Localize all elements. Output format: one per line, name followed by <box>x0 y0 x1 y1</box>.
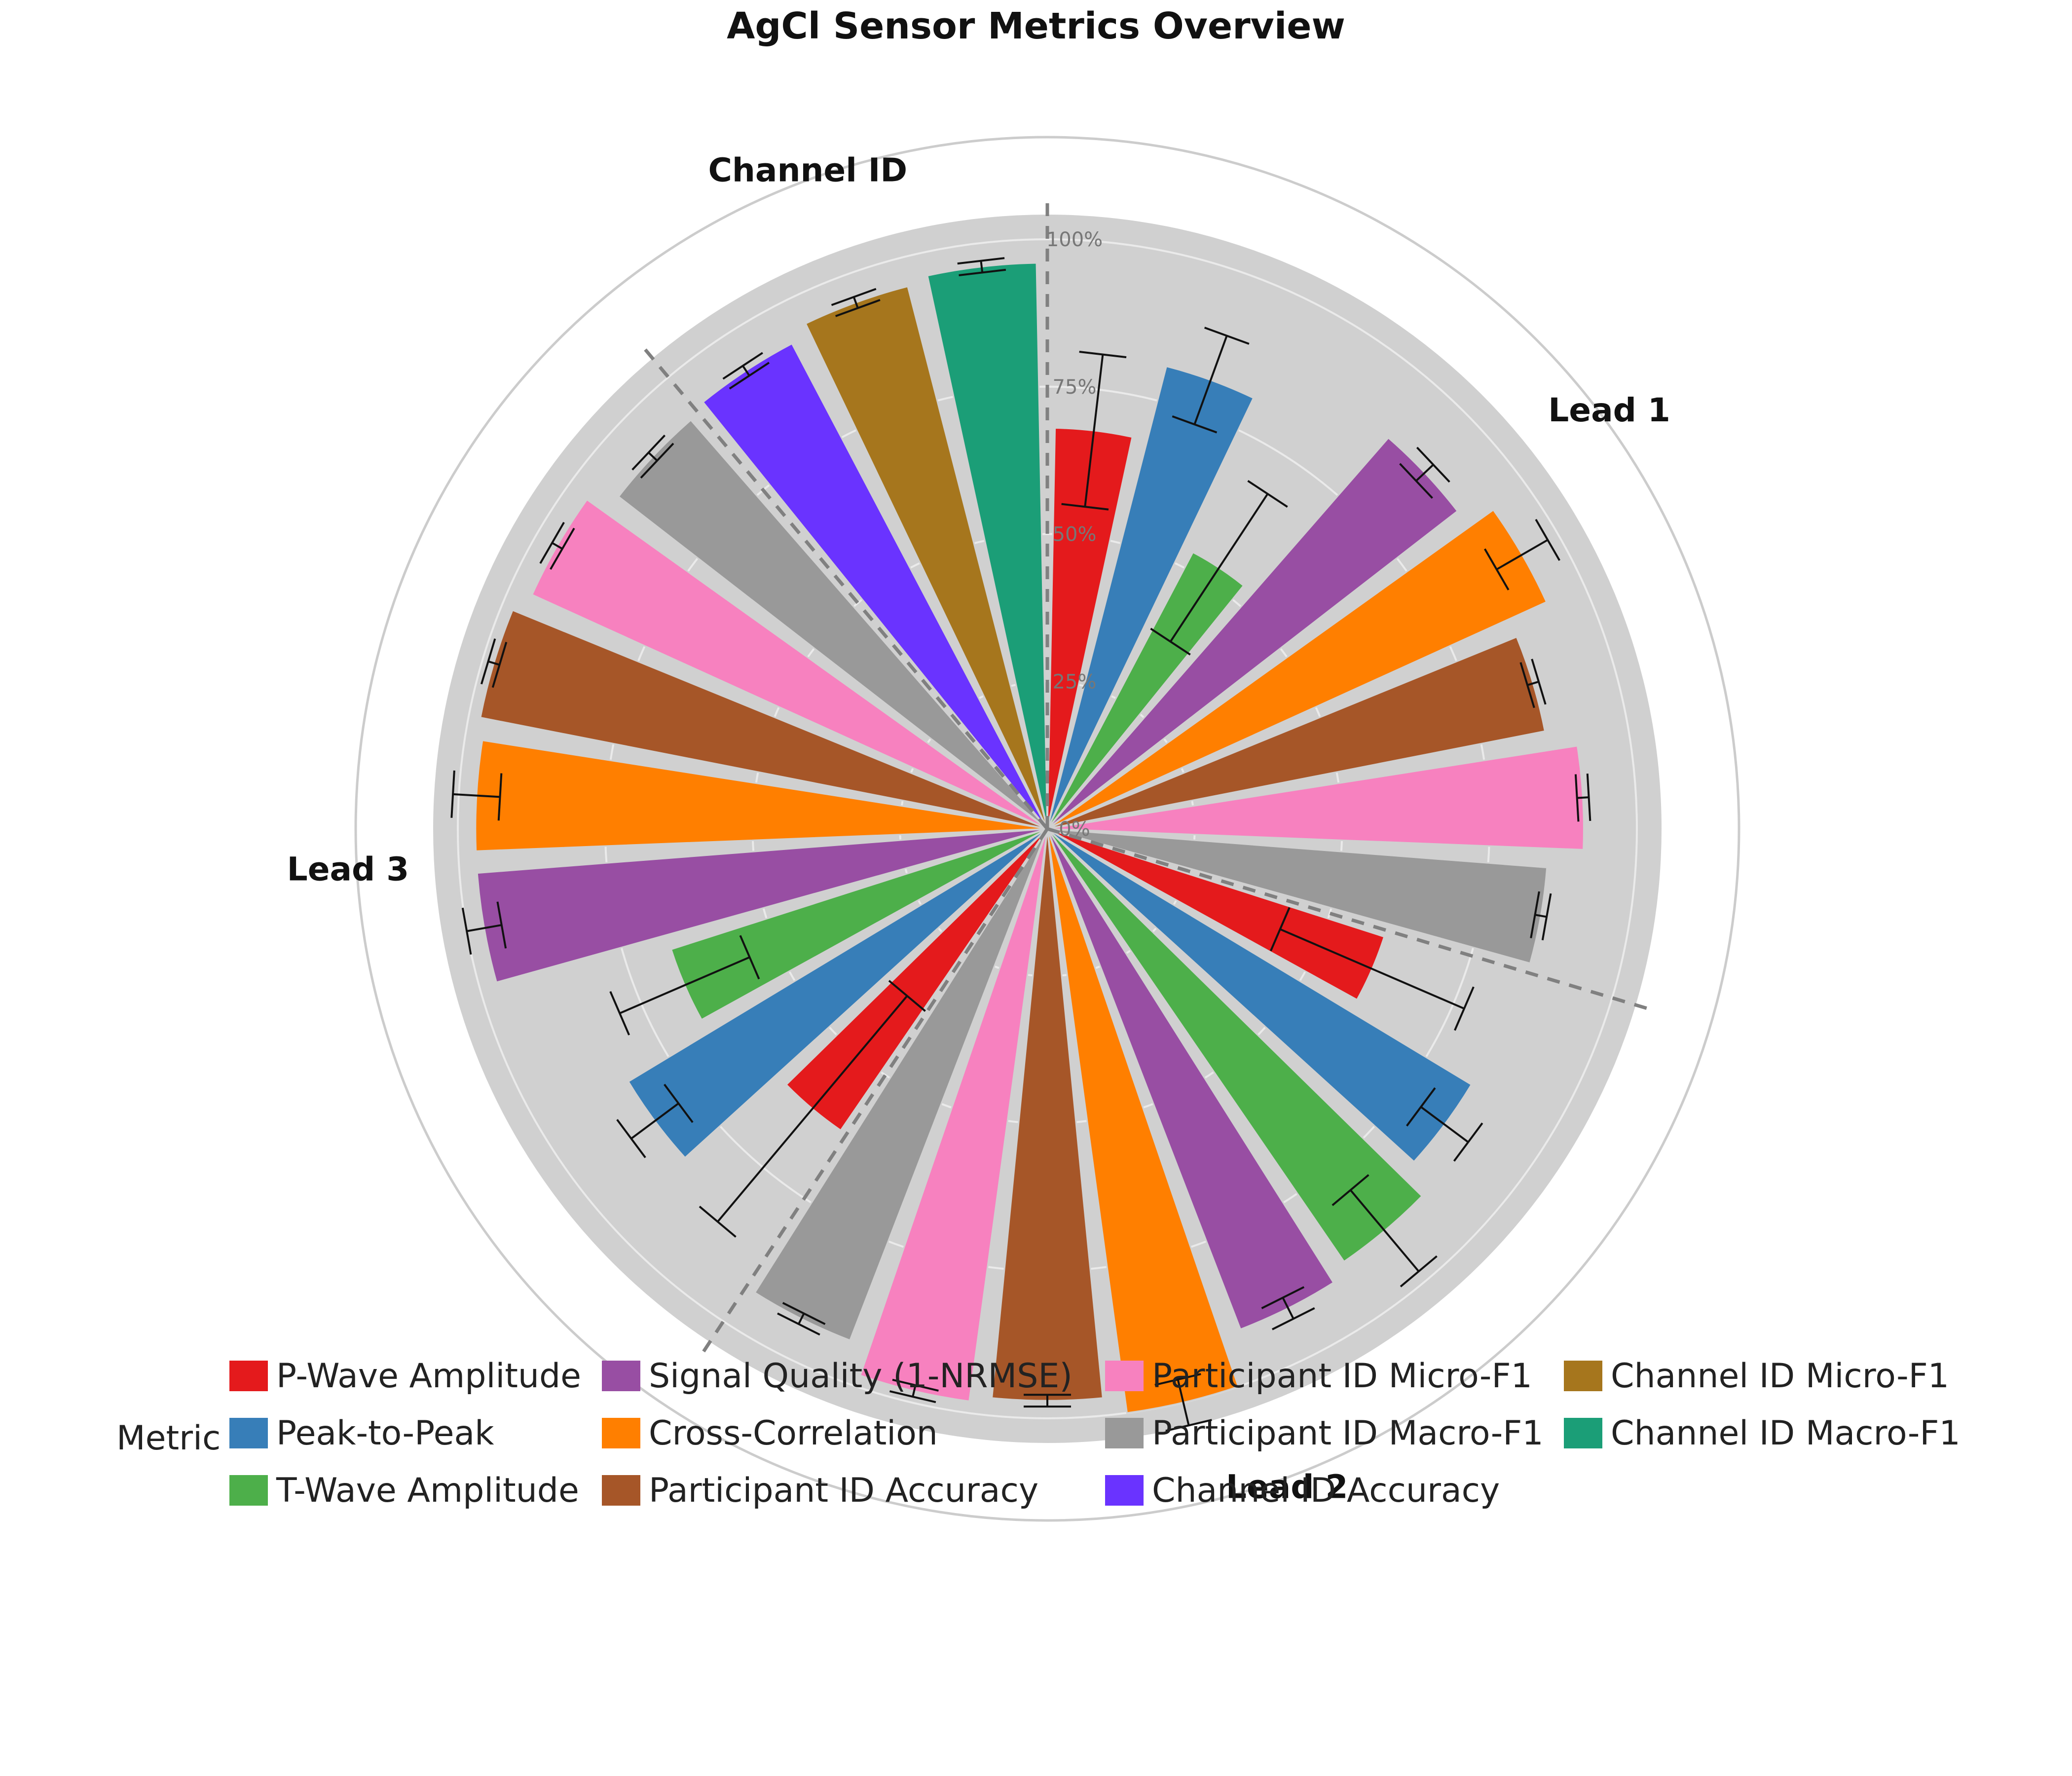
legend-item-participant-id-micro-f1: Participant ID Micro-F1 <box>1105 1357 1532 1396</box>
error-bar-lead-2-participant-id-macro-f1 <box>777 1302 826 1336</box>
error-bar-lead-1-peak-to-peak <box>1172 327 1250 434</box>
error-bar-lead-1-participant-id-macro-f1 <box>1530 891 1552 941</box>
radial-tick-1: 25% <box>1053 670 1097 693</box>
legend-item-participant-id-accuracy: Participant ID Accuracy <box>602 1471 1038 1510</box>
radial-tick-2: 50% <box>1053 523 1097 546</box>
error-bar-lead-3-signal-quality-1-nrmse <box>461 901 507 955</box>
legend-label: Channel ID Accuracy <box>1152 1471 1500 1510</box>
legend-swatch <box>229 1475 268 1506</box>
error-bar-lead-3-peak-to-peak <box>616 1083 694 1158</box>
legend: Metric P-Wave Amplitude Peak-to-Peak T-Wav… <box>116 1357 1961 1510</box>
group-label-lead-2: Lead 2 <box>1226 1468 1348 1506</box>
error-bar-lead-2-p-wave-amplitude <box>1269 907 1475 1031</box>
legend-swatch <box>602 1475 640 1506</box>
error-bar-lead-1-p-wave-amplitude <box>1061 351 1127 511</box>
legend-item-channel-id-accuracy: Channel ID Accuracy <box>1105 1471 1500 1510</box>
error-bar-lead-2-peak-to-peak <box>1406 1087 1483 1162</box>
radial-tick-3: 75% <box>1053 376 1097 399</box>
legend-swatch <box>602 1418 640 1448</box>
error-bar-lead-3-t-wave-amplitude <box>609 935 760 1036</box>
legend-label: T-Wave Amplitude <box>276 1471 579 1510</box>
legend-item-channel-id-micro-f1: Channel ID Micro-F1 <box>1564 1357 1949 1396</box>
error-bar-lead-1-signal-quality-1-nrmse <box>1399 446 1450 499</box>
legend-item-signal-quality-1-nrmse: Signal Quality (1-NRMSE) <box>602 1357 1073 1396</box>
error-bar-lead-3-p-wave-amplitude <box>699 980 926 1238</box>
error-bar-lead-2-participant-id-accuracy <box>1024 1394 1071 1408</box>
radial-tick-4: 100% <box>1046 228 1103 251</box>
legend-item-p-wave-amplitude: P-Wave Amplitude <box>229 1357 581 1396</box>
legend-label: Channel ID Macro-F1 <box>1611 1414 1961 1453</box>
legend-swatch <box>1564 1361 1602 1391</box>
group-labels: Lead 1 Lead 2 Lead 3 Channel ID <box>287 151 1670 1506</box>
legend-swatch <box>229 1361 268 1391</box>
divider-channel-id <box>641 346 1049 830</box>
error-bar-lead-2-participant-id-micro-f1 <box>889 1378 939 1404</box>
legend-item-peak-to-peak: Peak-to-Peak <box>229 1414 494 1453</box>
legend-item-participant-id-macro-f1: Participant ID Macro-F1 <box>1105 1414 1544 1453</box>
error-bar-lead-3-cross-correlation <box>450 770 503 821</box>
legend-label: Participant ID Micro-F1 <box>1152 1357 1532 1396</box>
error-bar-channel-id-channel-id-micro-f1 <box>831 288 881 317</box>
error-bar-lead-2-signal-quality-1-nrmse <box>1261 1286 1315 1331</box>
error-bar-lead-1-cross-correlation <box>1483 518 1560 591</box>
radial-tick-0: 0% <box>1059 818 1090 841</box>
error-bar-channel-id-channel-id-accuracy <box>722 352 770 390</box>
divider-lead-3 <box>700 828 1049 1356</box>
legend-swatch <box>1564 1418 1602 1448</box>
error-bar-lead-3-participant-id-micro-f1 <box>539 521 575 570</box>
legend-label: Participant ID Accuracy <box>649 1471 1038 1510</box>
group-dividers <box>641 200 1651 1356</box>
group-label-lead-3: Lead 3 <box>287 851 409 888</box>
error-bars-layer <box>450 257 1591 1432</box>
legend-swatch <box>1105 1418 1144 1448</box>
legend-label: Peak-to-Peak <box>276 1414 494 1453</box>
legend-swatch <box>1105 1361 1144 1391</box>
legend-label: Cross-Correlation <box>649 1414 938 1453</box>
error-bar-lead-2-cross-correlation <box>1154 1373 1212 1432</box>
legend-title: Metric <box>116 1419 221 1458</box>
legend-label: Signal Quality (1-NRMSE) <box>649 1357 1073 1396</box>
legend-label: P-Wave Amplitude <box>276 1357 581 1396</box>
legend-swatch <box>229 1418 268 1448</box>
legend-label: Participant ID Macro-F1 <box>1152 1414 1544 1453</box>
error-bar-lead-3-participant-id-macro-f1 <box>631 435 674 479</box>
legend-item-t-wave-amplitude: T-Wave Amplitude <box>229 1471 579 1510</box>
error-bar-lead-1-participant-id-accuracy <box>1519 659 1547 708</box>
radial-tick-labels: 0% 25% 50% 75% 100% <box>1046 228 1103 841</box>
error-bar-lead-2-t-wave-amplitude <box>1332 1174 1438 1288</box>
legend-item-cross-correlation: Cross-Correlation <box>602 1414 938 1453</box>
outer-angular-frame <box>354 136 1740 1522</box>
error-bar-channel-id-channel-id-macro-f1 <box>957 257 1006 276</box>
gridline-4 <box>457 238 1638 1419</box>
group-label-lead-1: Lead 1 <box>1548 391 1670 429</box>
bars-layer <box>475 262 1585 1414</box>
legend-label: Channel ID Micro-F1 <box>1611 1357 1949 1396</box>
divider-lead-2 <box>1046 827 1651 1011</box>
error-bar-lead-1-participant-id-micro-f1 <box>1574 774 1591 822</box>
chart-title: AgCl Sensor Metrics Overview <box>727 5 1345 47</box>
legend-swatch <box>602 1361 640 1391</box>
error-bar-lead-3-participant-id-accuracy <box>480 638 508 688</box>
legend-item-channel-id-macro-f1: Channel ID Macro-F1 <box>1564 1414 1961 1453</box>
legend-swatch <box>1105 1475 1144 1506</box>
group-label-channel-id: Channel ID <box>708 151 908 189</box>
error-bar-lead-1-t-wave-amplitude <box>1150 480 1288 656</box>
